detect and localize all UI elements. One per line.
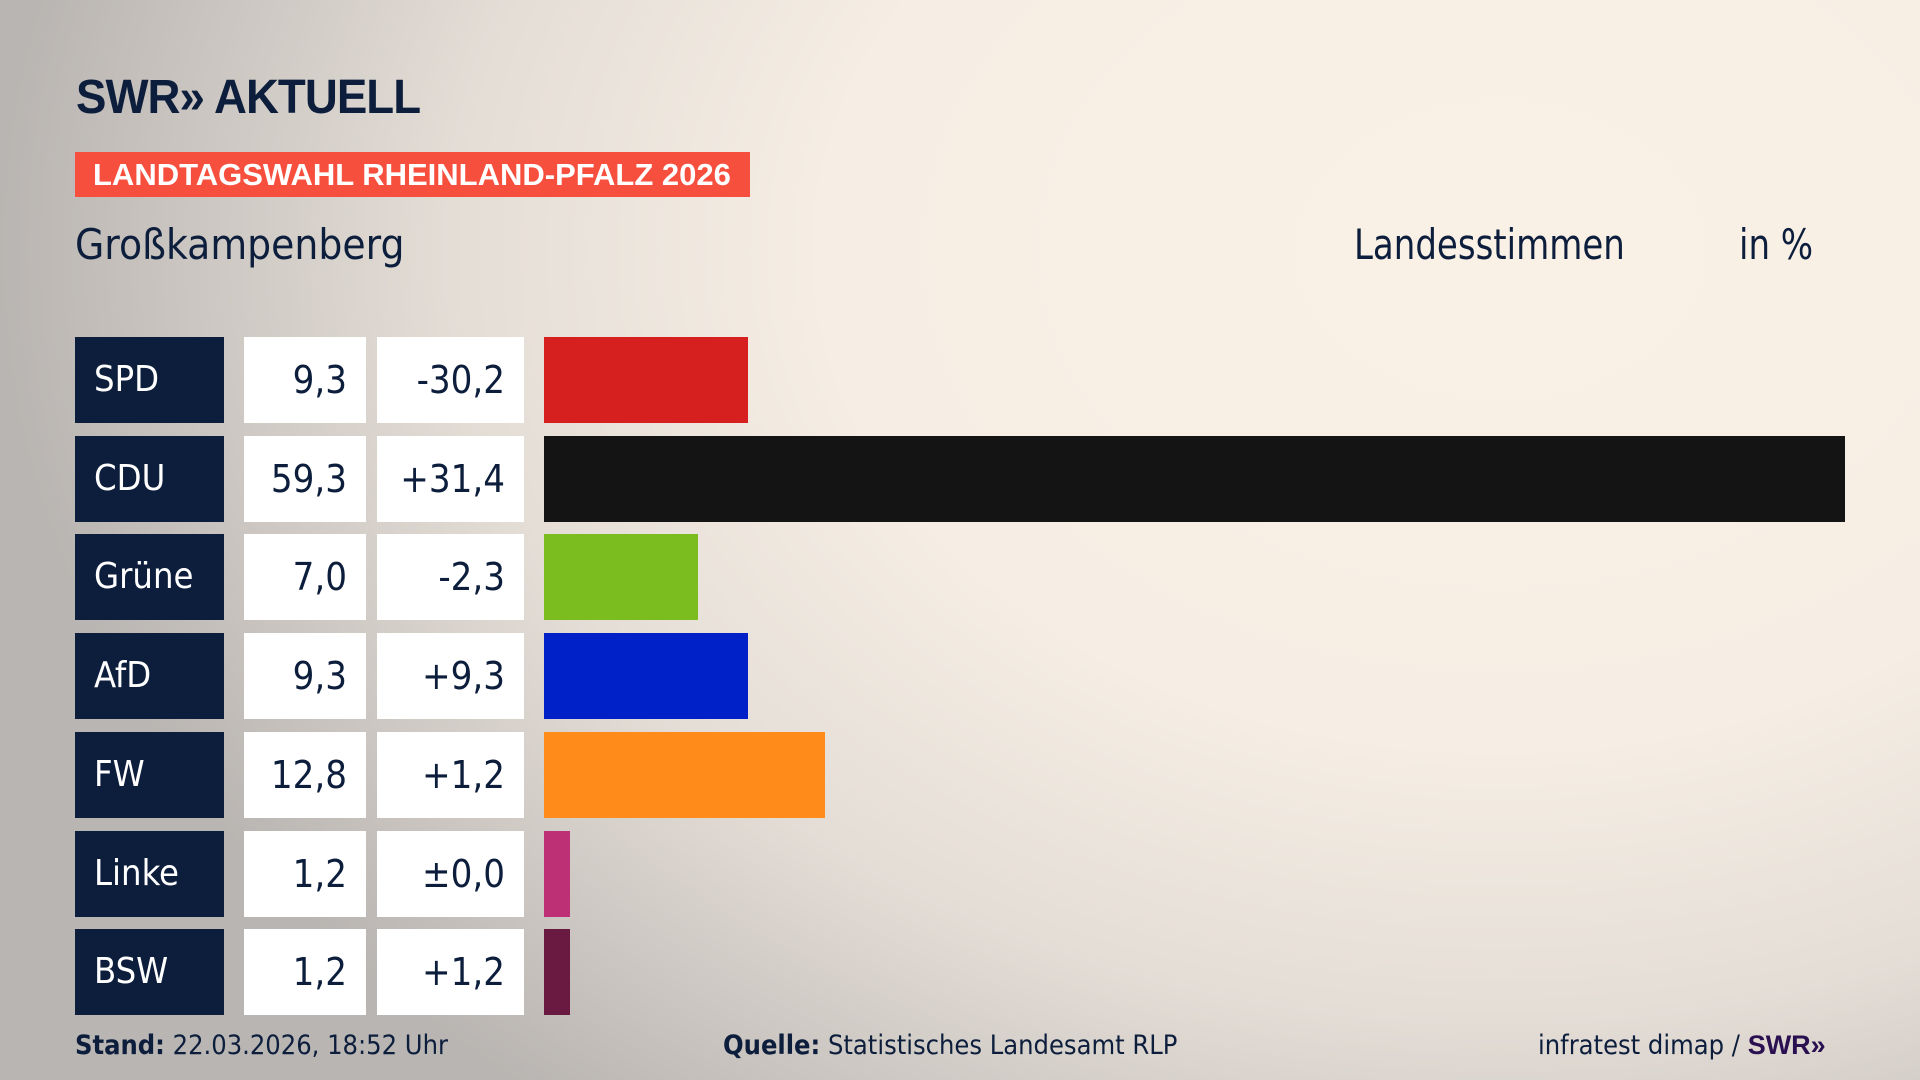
bar-afd xyxy=(544,633,749,720)
value-label: 7,0 xyxy=(244,534,366,621)
diff-label: ±0,0 xyxy=(377,830,524,917)
value-label: 9,3 xyxy=(244,337,366,423)
credit-text: infratest dimap / xyxy=(1538,1030,1740,1061)
bar-spd xyxy=(544,337,749,423)
bar-cdu xyxy=(544,435,1845,522)
footer-source: Quelle: Statistisches Landesamt RLP xyxy=(723,1030,1177,1061)
bar-linke xyxy=(544,830,571,917)
party-label: CDU xyxy=(75,435,224,522)
source-value: Statistisches Landesamt RLP xyxy=(827,1030,1178,1061)
result-row: CDU 59,3 +31,4 xyxy=(0,435,1920,522)
election-banner: LANDTAGSWAHL RHEINLAND-PFALZ 2026 xyxy=(75,152,750,197)
diff-label: -30,2 xyxy=(377,337,524,423)
value-label: 9,3 xyxy=(244,633,366,720)
diff-label: -2,3 xyxy=(377,534,524,621)
party-label: BSW xyxy=(75,929,224,1016)
party-label: SPD xyxy=(75,337,224,423)
party-label: Linke xyxy=(75,830,224,917)
source-label: Quelle: xyxy=(723,1030,821,1061)
diff-label: +1,2 xyxy=(377,929,524,1016)
value-label: 59,3 xyxy=(244,435,366,522)
vote-type-label: Landesstimmen xyxy=(1354,220,1625,269)
stand-value: 22.03.2026, 18:52 Uhr xyxy=(172,1030,448,1061)
result-row: Grüne 7,0 -2,3 xyxy=(0,534,1920,621)
swr-logo: SWR» xyxy=(1747,1030,1826,1060)
bar-grüne xyxy=(544,534,698,621)
diff-label: +31,4 xyxy=(377,435,524,522)
party-label: Grüne xyxy=(75,534,224,621)
party-label: FW xyxy=(75,731,224,818)
bar-bsw xyxy=(544,929,571,1016)
footer-stand: Stand: 22.03.2026, 18:52 Uhr xyxy=(75,1030,448,1061)
value-label: 1,2 xyxy=(244,929,366,1016)
diff-label: +9,3 xyxy=(377,633,524,720)
party-label: AfD xyxy=(75,633,224,720)
result-row: FW 12,8 +1,2 xyxy=(0,731,1920,818)
result-row: SPD 9,3 -30,2 xyxy=(0,337,1920,423)
footer-credit: infratest dimap / SWR» xyxy=(1538,1030,1826,1061)
swr-aktuell-logo: SWR» AKTUELL xyxy=(76,71,421,124)
diff-label: +1,2 xyxy=(377,731,524,818)
result-row: AfD 9,3 +9,3 xyxy=(0,633,1920,720)
value-label: 12,8 xyxy=(244,731,366,818)
place-title: Großkampenberg xyxy=(75,220,405,269)
value-label: 1,2 xyxy=(244,830,366,917)
stand-label: Stand: xyxy=(75,1030,165,1061)
bar-fw xyxy=(544,731,825,818)
result-row: BSW 1,2 +1,2 xyxy=(0,929,1920,1016)
unit-label: in % xyxy=(1739,220,1814,269)
result-row: Linke 1,2 ±0,0 xyxy=(0,830,1920,917)
